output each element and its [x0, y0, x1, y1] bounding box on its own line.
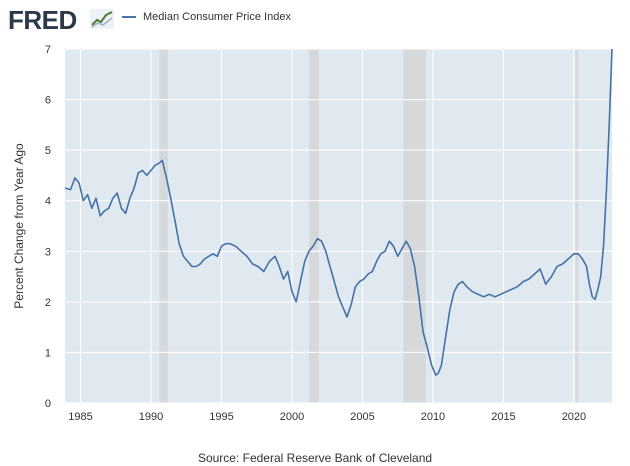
- fred-line-graph-icon: [90, 9, 114, 29]
- recession-band: [159, 49, 168, 403]
- x-tick-label: 2020: [562, 411, 586, 423]
- y-axis-label: Percent Change from Year Ago: [12, 143, 26, 309]
- legend-label: Median Consumer Price Index: [143, 11, 291, 23]
- series-line: [64, 48, 613, 377]
- header: FRED Median Consumer Price Index: [0, 0, 630, 40]
- x-tick-label: 2015: [491, 411, 515, 423]
- recession-band: [575, 49, 579, 403]
- y-tick-label: 6: [45, 95, 51, 107]
- x-tick-label: 1990: [139, 411, 163, 423]
- y-tick-label: 3: [45, 246, 51, 258]
- legend[interactable]: Median Consumer Price Index: [122, 11, 291, 23]
- y-tick-label: 4: [45, 196, 51, 208]
- plot-area: [65, 49, 612, 403]
- x-tick-label: 2005: [350, 411, 374, 423]
- recession-band: [403, 49, 426, 403]
- source-note: Source: Federal Reserve Bank of Clevelan…: [197, 451, 433, 465]
- x-tick-label: 2000: [280, 411, 304, 423]
- y-tick-label: 1: [45, 347, 51, 359]
- legend-swatch: [122, 16, 136, 18]
- x-tick-label: 1985: [68, 411, 92, 423]
- x-tick-label: 1995: [209, 411, 233, 423]
- fred-logo[interactable]: FRED: [8, 5, 77, 35]
- x-tick-label: 2010: [421, 411, 445, 423]
- y-tick-label: 0: [45, 398, 51, 410]
- y-tick-label: 7: [45, 44, 51, 56]
- y-tick-label: 2: [45, 297, 51, 309]
- recession-band: [308, 49, 319, 403]
- y-tick-label: 5: [45, 145, 51, 157]
